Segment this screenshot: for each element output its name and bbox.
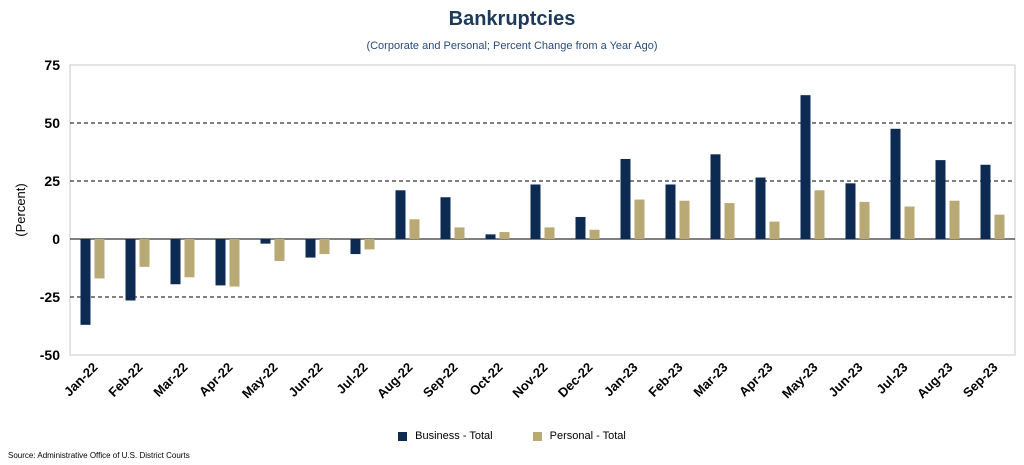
x-tick-labels: Jan-22 Feb-22 Mar-22 Apr-22 May-22 Jun-22 Jul-… bbox=[61, 360, 1001, 402]
legend-item-business: Business - Total bbox=[398, 430, 493, 442]
bar-business bbox=[395, 190, 406, 239]
bar-personal bbox=[724, 203, 735, 239]
x-tick-label: Sep-22 bbox=[420, 360, 461, 401]
y-tick-label: -50 bbox=[40, 347, 60, 363]
y-tick-label: 75 bbox=[44, 57, 60, 73]
x-tick-label: May-22 bbox=[239, 360, 281, 402]
bar-personal bbox=[454, 227, 465, 239]
legend-label-personal: Personal - Total bbox=[549, 430, 626, 442]
bar-personal bbox=[544, 227, 555, 239]
legend-swatch-business bbox=[398, 431, 408, 441]
x-tick-label: May-23 bbox=[779, 360, 821, 402]
bar-personal bbox=[814, 190, 825, 239]
bar-personal bbox=[679, 200, 690, 239]
x-tick-label: Jul-22 bbox=[333, 360, 370, 397]
bar-personal bbox=[274, 239, 285, 262]
legend-item-personal: Personal - Total bbox=[532, 430, 626, 442]
source-note: Source: Administrative Office of U.S. Di… bbox=[8, 451, 190, 460]
legend: Business - Total Personal - Total bbox=[0, 430, 1024, 442]
legend-swatch-personal bbox=[532, 431, 542, 441]
x-tick-label: Sep-23 bbox=[960, 360, 1001, 401]
bar-personal bbox=[319, 239, 330, 255]
bar-business bbox=[530, 184, 541, 239]
bar-personal bbox=[94, 239, 105, 279]
y-axis-label: (Percent) bbox=[13, 183, 28, 236]
y-tick-label: -25 bbox=[40, 289, 60, 305]
x-tick-label: Feb-23 bbox=[645, 360, 685, 400]
bar-business bbox=[620, 158, 631, 239]
x-tick-label: Aug-23 bbox=[914, 360, 956, 402]
bar-business bbox=[125, 239, 136, 301]
y-tick-label: 0 bbox=[52, 231, 60, 247]
x-tick-label: Jan-22 bbox=[61, 360, 101, 400]
bar-business bbox=[260, 239, 271, 244]
bar-business bbox=[575, 216, 586, 239]
bar-business bbox=[800, 95, 811, 239]
bar-business bbox=[485, 234, 496, 239]
bar-business bbox=[80, 239, 91, 325]
bar-business bbox=[440, 197, 451, 239]
bar-business bbox=[215, 239, 226, 286]
x-tick-label: Dec-22 bbox=[555, 360, 596, 401]
chart-title: Bankruptcies bbox=[448, 8, 576, 30]
x-tick-label: Feb-22 bbox=[105, 360, 145, 400]
bar-business bbox=[305, 239, 316, 258]
bar-series bbox=[80, 95, 1005, 325]
bar-personal bbox=[904, 206, 915, 239]
x-tick-label: Mar-22 bbox=[150, 360, 190, 400]
bar-business bbox=[845, 183, 856, 239]
bar-personal bbox=[409, 219, 420, 239]
bar-business bbox=[350, 239, 361, 255]
bar-business bbox=[890, 128, 901, 239]
x-tick-label: Aug-22 bbox=[374, 360, 416, 402]
y-tick-labels: -50 -25 0 25 50 75 bbox=[40, 57, 60, 363]
x-tick-label: Jul-23 bbox=[873, 360, 910, 397]
bar-business bbox=[935, 160, 946, 239]
bar-personal bbox=[859, 201, 870, 239]
bar-business bbox=[710, 154, 721, 239]
bar-personal bbox=[994, 214, 1005, 239]
chart-subtitle: (Corporate and Personal; Percent Change … bbox=[366, 40, 658, 52]
bar-personal bbox=[499, 232, 510, 239]
x-tick-label: Jun-22 bbox=[285, 360, 325, 400]
bar-personal bbox=[589, 229, 600, 239]
bar-personal bbox=[139, 239, 150, 267]
bar-personal bbox=[634, 199, 645, 239]
x-tick-label: Apr-23 bbox=[736, 360, 776, 400]
bar-personal bbox=[229, 239, 240, 287]
x-tick-label: Oct-22 bbox=[466, 360, 505, 399]
grid-lines bbox=[70, 122, 1015, 298]
x-tick-label: Jan-23 bbox=[601, 360, 641, 400]
bar-business bbox=[980, 164, 991, 239]
x-tick-label: Jun-23 bbox=[825, 360, 865, 400]
bar-personal bbox=[364, 239, 375, 250]
bar-business bbox=[170, 239, 181, 285]
y-tick-label: 25 bbox=[44, 173, 60, 189]
bar-personal bbox=[184, 239, 195, 278]
x-tick-label: Apr-22 bbox=[196, 360, 236, 400]
bar-business bbox=[665, 184, 676, 239]
plot-frame bbox=[69, 64, 1016, 356]
bar-personal bbox=[769, 221, 780, 239]
legend-label-business: Business - Total bbox=[415, 430, 493, 442]
bar-business bbox=[755, 177, 766, 239]
y-tick-label: 50 bbox=[44, 115, 60, 131]
x-tick-label: Nov-22 bbox=[509, 360, 550, 401]
bar-personal bbox=[949, 200, 960, 239]
x-tick-label: Mar-23 bbox=[690, 360, 730, 400]
